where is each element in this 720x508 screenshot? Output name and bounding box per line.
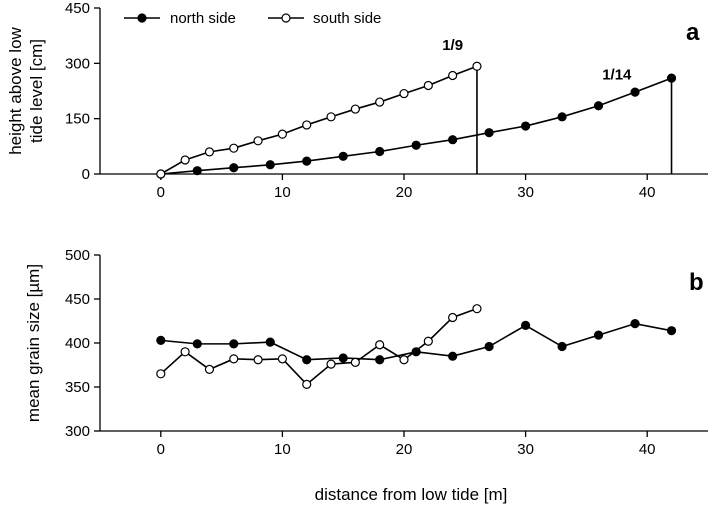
panel-b-south-side-point [204, 364, 215, 374]
panel-b-grain-size-chart: 0 10 20 30 40 300 350 400 450 500 mean grain size… [24, 247, 708, 504]
panel-a-y-tick-label: 0 [82, 166, 90, 183]
panel-b-south-side-point [375, 340, 385, 350]
panel-b-y-tick-label: 500 [65, 247, 90, 264]
panel-b-letter: b [689, 269, 704, 296]
panel-b-south-side-point [180, 347, 190, 357]
panel-b-north-side-point [666, 326, 677, 336]
panel-b-y-tick-label: 300 [65, 423, 90, 440]
panel-a-south-side-point [229, 143, 239, 153]
panel-b-south-side-point [423, 336, 433, 346]
panel-a-south-side-point [375, 97, 385, 107]
panel-a-south-side-point [350, 104, 360, 114]
panel-a-ylabel-line1: height above low [6, 26, 25, 154]
panel-a-north-side-point [302, 156, 312, 166]
panel-a-y-tick-label: 450 [65, 0, 90, 17]
panel-a-height-chart: 0 10 20 30 40 0 150 300 450 1/9 1/14 height above… [6, 0, 708, 201]
legend: north side south side [124, 10, 381, 27]
panel-a-north-side-point [520, 121, 531, 131]
panel-b-north-side-point [630, 319, 640, 329]
panel-a-slope-annotation-2: 1/14 [602, 66, 632, 83]
panel-b-south-side-point [448, 312, 458, 323]
panel-a-south-side-point [399, 88, 409, 99]
panel-a-south-side-point [302, 120, 312, 130]
panel-b-north-side-point [593, 330, 604, 340]
panel-a-south-side-point [277, 129, 287, 139]
panel-a-south-side-point [448, 70, 458, 81]
panel-b-y-tick-label: 450 [65, 291, 90, 308]
panel-a-x-tick-label: 20 [396, 184, 413, 201]
panel-b-north-side-point [375, 355, 385, 365]
panel-a-ylabel-line2: tide level [cm] [27, 39, 46, 143]
panel-b-north-side-point [265, 337, 275, 347]
panel-b-x-tick-label: 30 [517, 441, 534, 458]
panel-b-north-side-point [484, 341, 494, 352]
panel-a-south-side-point [253, 136, 263, 146]
panel-b-x-tick-label: 0 [157, 441, 165, 458]
panel-a-south-side-point [204, 147, 215, 157]
panel-b-north-side-point [302, 355, 312, 365]
panel-b-north-side-point [156, 335, 166, 345]
panel-a-letter: a [686, 19, 700, 46]
panel-b-x-tick-label: 40 [639, 441, 656, 458]
legend-south-label: south side [313, 10, 381, 27]
panel-a-x-tick-label: 30 [517, 184, 534, 201]
panel-a-north-side-point [557, 112, 567, 122]
panel-b-north-side-point [229, 339, 239, 349]
panel-a-north-side-line [160, 77, 672, 175]
panel-a-north-side-point [375, 146, 385, 157]
panel-b-north-side-point [411, 347, 421, 357]
panel-a-south-side-point [423, 80, 433, 91]
panel-b-y-tick-label: 400 [65, 335, 90, 352]
panel-a-north-side-point [411, 140, 421, 150]
panel-b-y-tick-label: 350 [65, 379, 90, 396]
panel-a-x-tick-label: 0 [157, 184, 165, 201]
panel-a-north-side-point [666, 73, 677, 83]
panel-a-north-side-point [484, 128, 494, 138]
panel-a-slope-annotation-1: 1/9 [442, 37, 463, 54]
panel-a-north-side-point [192, 166, 202, 176]
panel-b-south-side-point [399, 355, 409, 365]
panel-a-y-tick-label: 300 [65, 55, 90, 72]
panel-a-north-side-point [630, 87, 640, 97]
panel-b-south-side-point [350, 357, 360, 367]
panel-a-north-side-point [229, 163, 239, 173]
panel-b-south-side-point [472, 304, 482, 314]
legend-south-marker [281, 13, 291, 23]
panel-a-north-side-point [448, 135, 458, 145]
panel-b-south-side-point [326, 359, 336, 369]
panel-b-south-side-point [253, 355, 263, 365]
panel-a-south-side-point [156, 169, 166, 179]
panel-a-x-tick-label: 40 [639, 184, 656, 201]
panel-b-south-side-point [156, 369, 166, 379]
panel-a-y-tick-label: 150 [65, 111, 90, 128]
panel-a-south-side-point [472, 61, 482, 71]
panel-b-xlabel: distance from low tide [m] [315, 485, 508, 504]
panel-b-north-side-point [338, 353, 348, 363]
panel-b-x-tick-label: 10 [274, 441, 291, 458]
panel-a-south-side-point [326, 112, 336, 122]
panel-a-north-side-point [593, 101, 604, 111]
legend-north-marker [137, 13, 147, 23]
panel-b-south-side-point [229, 354, 239, 364]
panel-b-north-side-point [192, 339, 202, 349]
panel-a-x-tick-label: 10 [274, 184, 291, 201]
legend-north-label: north side [170, 10, 236, 27]
panel-a-north-side-point [265, 160, 275, 170]
panel-b-north-side-point [557, 341, 567, 352]
panel-b-north-side-point [448, 351, 458, 361]
panel-b-south-side-point [302, 379, 312, 389]
panel-b-x-tick-label: 20 [396, 441, 413, 458]
panel-a-south-side-point [180, 155, 190, 165]
panel-b-south-side-point [277, 354, 287, 364]
panel-a-north-side-point [338, 151, 348, 161]
panel-b-ylabel: mean grain size [µm] [24, 264, 43, 422]
panel-b-north-side-point [520, 320, 531, 330]
